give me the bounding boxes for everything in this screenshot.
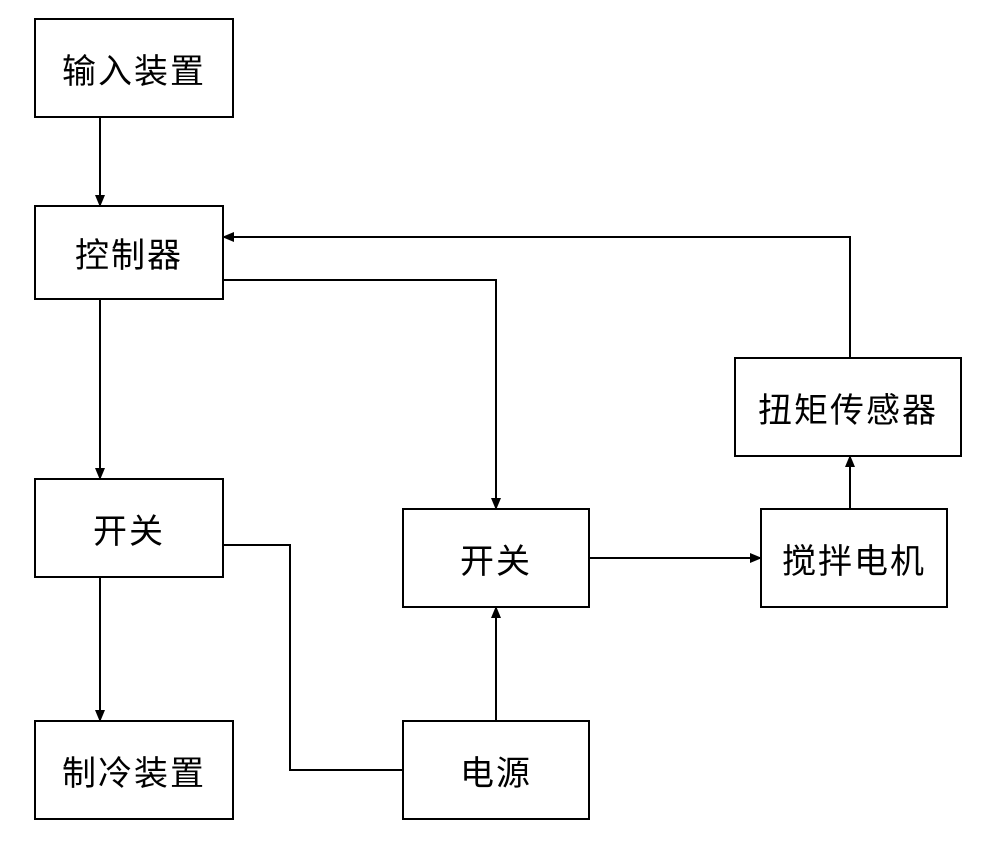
edge-power_supply-to-switch_left [224, 545, 402, 770]
node-input-device: 输入装置 [34, 18, 234, 118]
node-controller: 控制器 [34, 205, 224, 300]
node-label: 制冷装置 [62, 746, 206, 795]
edge-controller-to-switch_center [224, 280, 496, 508]
node-switch-left: 开关 [34, 478, 224, 578]
edge-torque_sensor-to-controller [224, 237, 850, 357]
node-power-supply: 电源 [402, 720, 590, 820]
node-label: 输入装置 [62, 44, 206, 93]
node-label: 控制器 [75, 228, 183, 277]
node-label: 电源 [460, 746, 532, 795]
node-label: 开关 [93, 504, 165, 553]
node-label: 扭矩传感器 [758, 383, 938, 432]
node-stir-motor: 搅拌电机 [760, 508, 948, 608]
node-label: 搅拌电机 [782, 534, 926, 583]
diagram-canvas: 输入装置 控制器 扭矩传感器 开关 开关 搅拌电机 制冷装置 电源 [0, 0, 1000, 862]
node-switch-center: 开关 [402, 508, 590, 608]
node-torque-sensor: 扭矩传感器 [734, 357, 962, 457]
node-cooling-device: 制冷装置 [34, 720, 234, 820]
node-label: 开关 [460, 534, 532, 583]
